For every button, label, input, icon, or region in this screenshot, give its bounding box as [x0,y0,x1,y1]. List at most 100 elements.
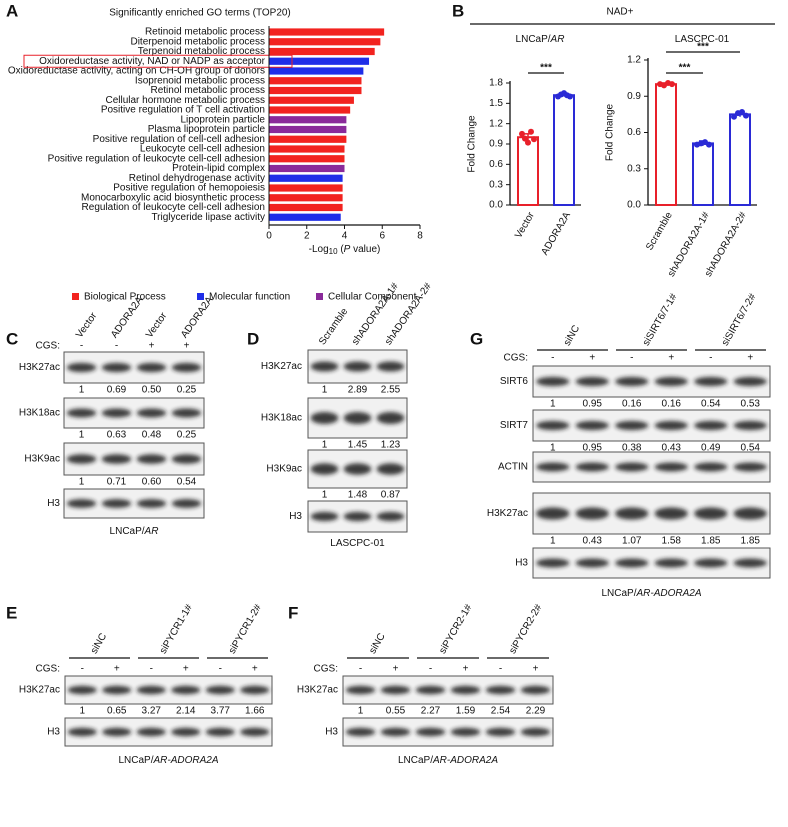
data-point [731,113,737,120]
bar [269,106,351,114]
y-tick-label: 0.9 [627,91,641,102]
band [136,408,167,418]
y-tick-label: 0.6 [627,127,641,138]
cgs-sign: - [499,664,502,675]
band [536,420,570,431]
band [415,685,446,695]
panel-letter: F [288,603,298,622]
row-label: SIRT6 [500,376,529,387]
group-label: siSIRT6/7-1# [641,292,680,348]
band [101,454,132,464]
y-axis-label: Fold Change [605,103,616,161]
band [205,685,235,695]
chart-title: LASCPC-01 [675,34,730,45]
category-label: Positive regulation of T cell activation [101,105,265,116]
group-label: siPYCR2-1# [437,602,474,656]
text-part: LNCaP/ [110,526,145,537]
quantification: 2.54 [491,706,511,717]
bar [269,164,345,173]
band [485,685,516,695]
text-part: ( [338,244,345,255]
bar [269,203,343,212]
y-tick-label: 0.6 [489,159,503,170]
quantification: 2.27 [421,706,441,717]
text-part: AR [144,526,159,537]
y-tick-label: 1.8 [489,78,503,89]
text-part: LNCaP/ [398,755,433,766]
data-point [706,141,712,148]
band [536,462,570,472]
band [575,462,609,472]
panel-letter: A [6,1,18,20]
band [615,376,649,387]
blot-frame [342,675,554,705]
text-part: LNCaP/ [118,755,153,766]
band [66,362,97,373]
quantification: 0.53 [741,399,761,410]
quantification: 2.29 [526,706,546,717]
x-axis-label: -Log10 (P value) [309,244,381,256]
cgs-label: CGS: [504,353,528,364]
band [520,685,551,695]
category-label: Retinoid metabolic process [145,27,265,38]
bar [269,184,343,192]
band [101,499,132,508]
quantification: 0.54 [177,477,197,488]
category-label: Oxidoreductase activity, NAD or NADP as … [39,56,266,67]
x-tick-label: 8 [417,231,423,242]
text-part: LNCaP/ [516,34,551,45]
cgs-sign: + [463,664,469,675]
band [310,463,339,475]
legend-swatch [316,293,323,300]
x-tick-label: 4 [342,231,348,242]
bar [553,94,575,206]
cgs-sign: - [81,664,84,675]
band [733,420,767,431]
y-tick-label: 0.0 [489,200,503,211]
legend-label: Molecular function [209,292,290,303]
band [450,727,481,737]
cgs-sign: + [533,664,539,675]
category-label: Terpenoid metabolic process [138,46,265,57]
group-label: siNC [89,632,109,656]
text-part: LASCPC-01 [330,538,385,549]
row-label: H3K27ac [19,362,60,373]
band [66,454,97,464]
row-label: H3K27ac [19,685,60,696]
row-label: H3 [47,498,60,509]
data-point [528,128,534,135]
bar [517,136,539,207]
blot-frame [532,409,771,442]
text-part: 10 [329,247,338,256]
cgs-sign: + [252,664,258,675]
quantification: 1 [358,706,364,717]
band [67,727,97,737]
quantification: 1.59 [456,706,476,717]
x-tick-label: 2 [304,231,310,242]
category-label: Triglyceride lipase activity [151,212,265,223]
band [520,727,551,737]
band [171,454,202,464]
bar [269,77,362,85]
column-label: ADORA2A [179,295,216,341]
text-part: LNCaP/ [601,588,636,599]
panel-letter: B [452,1,464,20]
quantification: 3.77 [211,706,231,717]
bar [269,116,347,124]
band [345,727,376,737]
category-label: Positive regulation of hemopoiesis [113,183,265,194]
blot-frame [64,675,273,705]
band [654,420,688,431]
band [171,408,202,418]
band [733,462,767,472]
column-label: Vector [144,310,170,340]
cgs-label: CGS: [36,341,60,352]
band [171,499,202,508]
row-label: H3 [515,558,528,569]
blot-frame [532,492,771,535]
category-label: Protein-lipid complex [172,163,265,174]
data-point [531,136,537,143]
category-label: Retinol dehydrogenase activity [129,173,265,184]
band [376,361,405,372]
